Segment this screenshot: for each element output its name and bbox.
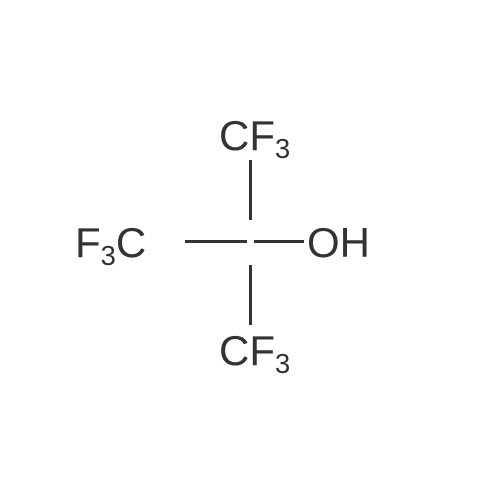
chemical-structure-diagram: CF3 F3C OH CF3 <box>0 0 500 500</box>
group-left-tail: C <box>116 219 146 266</box>
group-top-text: CF <box>219 112 275 159</box>
group-left-sub: 3 <box>101 240 116 271</box>
group-left: F3C <box>75 222 146 264</box>
group-right: OH <box>307 222 370 264</box>
bond-bottom <box>249 265 252 325</box>
group-bottom-sub: 3 <box>275 348 290 379</box>
group-top-sub: 3 <box>275 133 290 164</box>
bond-right <box>254 240 304 243</box>
bond-top <box>249 160 252 220</box>
group-bottom: CF3 <box>219 330 290 372</box>
group-right-text: OH <box>307 219 370 266</box>
bond-left <box>185 240 247 243</box>
group-bottom-text: CF <box>219 327 275 374</box>
group-top: CF3 <box>219 115 290 157</box>
group-left-head: F <box>75 219 101 266</box>
